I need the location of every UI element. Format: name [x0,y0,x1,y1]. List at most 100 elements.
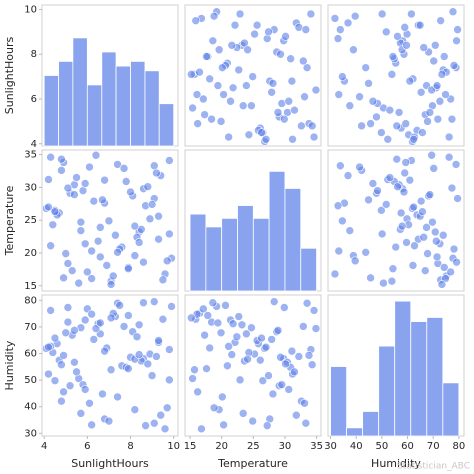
scatter-point [145,214,155,224]
scatter-point [113,248,122,257]
scatter-point [143,182,153,192]
hist-bar [300,247,317,292]
scatter-point [209,403,219,413]
scatter-point [400,23,410,32]
scatter-point [381,27,391,37]
scatter-point [276,352,285,362]
scatter-point [350,11,360,21]
scatter-point [447,183,457,193]
scatter-point [262,421,272,430]
scatter-point [449,61,459,70]
scatter-point [405,175,415,185]
scatter-point [307,121,317,131]
scatter-point [392,121,402,131]
scatter-point [444,152,454,162]
scatter-point [134,350,144,359]
scatter-point [439,263,449,272]
scatter-point [401,158,411,167]
scatter-point [242,329,251,339]
scatter-point [444,132,454,142]
scatter-point [446,267,455,277]
scatter-point [106,280,116,289]
scatter-point [261,342,271,352]
scatter-point [187,313,196,323]
scatter-point [199,304,208,314]
scatter-point [361,63,371,72]
scatter-point [243,45,252,55]
scatter-point [218,392,227,402]
scatter-point [80,239,90,249]
scatter-point [44,202,53,212]
scatter-point [219,90,228,99]
scatter-point [298,322,308,331]
scatter-point [372,112,381,122]
hist-bar [346,427,364,437]
hist-bar [268,170,286,292]
panel [184,149,322,292]
scatter-point [290,105,299,115]
panel-frame [327,4,465,147]
scatter-point [70,326,79,335]
scatter-point [301,25,311,34]
scatter-point [405,76,415,86]
scatter-point [50,333,60,343]
scatter-point [333,201,343,211]
scatter-point [393,32,402,41]
scatter-point [106,313,116,323]
scatter-point [199,94,208,104]
scatter-point [258,376,268,385]
scatter-point [130,221,140,231]
scatter-point [44,342,53,352]
scatter-point [361,248,371,257]
scatter-point [158,314,168,324]
hist-bar [144,70,160,147]
scatter-point [213,318,223,328]
scatter-point [134,238,144,247]
x-tick-label: 4 [41,441,47,452]
scatter-point [400,168,410,178]
scatter-point [191,16,201,25]
scatter-point [139,298,148,308]
scatter-point [297,121,306,131]
scatter-point [104,216,114,226]
scatter-point [130,405,140,414]
scatter-point [385,105,395,115]
scatter-point [235,9,245,19]
scatter-point [269,297,279,306]
scatter-point [115,301,125,310]
panel [184,294,322,437]
scatter-point [216,117,226,126]
scatter-point [292,410,301,420]
y-tick-label: 30 [24,428,37,439]
scatter-point [387,70,397,79]
scatter-point [124,364,133,373]
scatter-point [46,306,55,315]
hist-bar [43,75,60,147]
scatter-point [203,311,213,320]
hist-bar [72,37,88,147]
scatter-point [209,11,219,21]
scatter-point [139,257,148,267]
scatter-point [392,154,402,164]
scatter-point [350,256,360,266]
hist-bar [442,382,460,437]
scatter-point [336,25,345,34]
scatter-point [234,65,244,75]
scatter-point [368,179,378,188]
y-tick-label: 6 [31,94,37,105]
x-tick-label: 80 [453,441,466,452]
hist-bar [86,84,103,147]
scatter-point [373,186,382,195]
scatter-point [124,311,133,320]
scatter-point [149,297,159,306]
panel-frame [184,4,322,147]
scatter-point [63,259,73,268]
scatter-point [257,333,266,343]
hist-bar [252,217,270,292]
scatter-point [430,40,440,50]
scatter-point [208,36,218,46]
y-tick-label: 60 [24,349,37,360]
scatter-point [311,85,321,95]
scatter-point [165,345,174,354]
